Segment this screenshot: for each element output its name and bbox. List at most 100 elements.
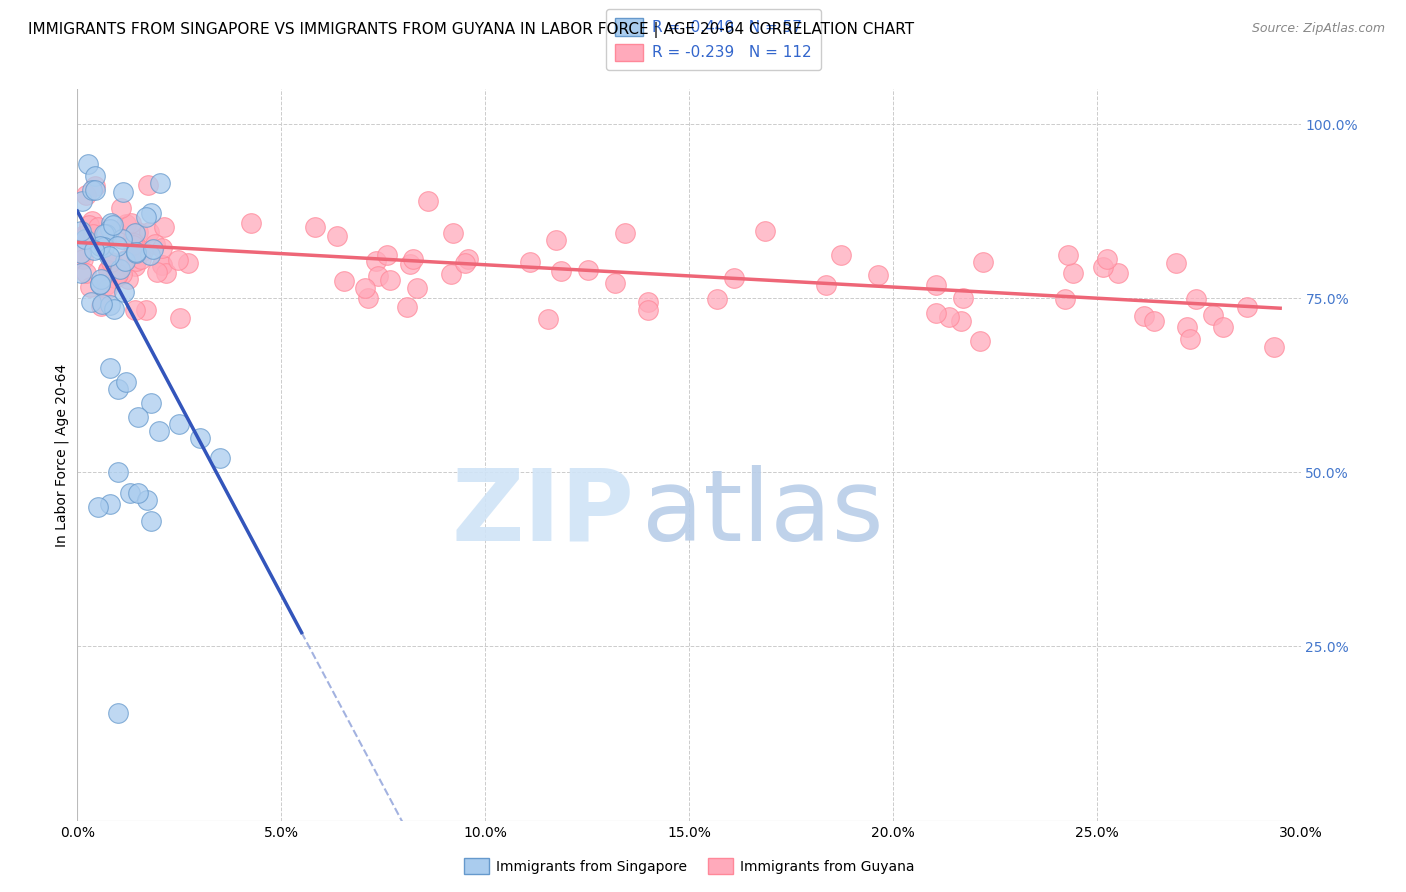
Point xyxy=(94,227,117,242)
Point xyxy=(239,216,262,230)
Point xyxy=(90,272,112,286)
Point xyxy=(89,239,111,253)
Point xyxy=(97,263,120,277)
Point xyxy=(969,334,991,348)
Point xyxy=(395,300,418,314)
Point xyxy=(124,226,146,240)
Point xyxy=(146,265,169,279)
Point xyxy=(93,227,115,241)
Point xyxy=(117,271,139,285)
Point xyxy=(1202,308,1225,322)
Point xyxy=(949,314,972,328)
Point xyxy=(93,240,115,254)
Point xyxy=(1263,340,1285,354)
Point xyxy=(149,176,172,190)
Point xyxy=(1212,319,1234,334)
Point xyxy=(80,183,103,197)
Point xyxy=(141,206,163,220)
Point xyxy=(103,301,125,316)
Point xyxy=(90,300,112,314)
Point xyxy=(70,224,93,238)
Point xyxy=(112,186,135,200)
Point xyxy=(441,226,464,240)
Point xyxy=(125,254,148,268)
Point xyxy=(83,243,105,257)
Point xyxy=(104,271,127,285)
Point xyxy=(1056,248,1078,262)
Point xyxy=(135,302,157,317)
Point xyxy=(97,262,120,277)
Point xyxy=(115,217,138,231)
Point xyxy=(405,281,427,295)
Point xyxy=(107,466,129,480)
Point xyxy=(107,382,129,396)
Point xyxy=(135,493,157,508)
Point xyxy=(830,248,852,262)
Point xyxy=(70,267,93,281)
Point xyxy=(169,310,191,325)
Point xyxy=(98,222,121,236)
Point xyxy=(550,264,572,278)
Point xyxy=(952,291,974,305)
Point xyxy=(1062,266,1084,280)
Point xyxy=(167,253,190,268)
Point xyxy=(1178,332,1201,346)
Point xyxy=(75,187,97,202)
Point xyxy=(127,409,149,424)
Point xyxy=(723,271,745,285)
Point xyxy=(100,255,122,269)
Point xyxy=(120,486,142,500)
Point xyxy=(1166,255,1188,269)
Point xyxy=(125,245,148,260)
Point xyxy=(70,246,93,260)
Point xyxy=(1236,301,1258,315)
Point xyxy=(90,297,112,311)
Point xyxy=(83,169,105,183)
Point xyxy=(70,249,93,263)
Point xyxy=(440,267,463,281)
Point xyxy=(87,242,110,256)
Point xyxy=(82,227,104,241)
Point xyxy=(89,277,111,291)
Legend: Immigrants from Singapore, Immigrants from Guyana: Immigrants from Singapore, Immigrants fr… xyxy=(458,853,920,880)
Point xyxy=(122,235,145,250)
Point xyxy=(89,277,111,291)
Point xyxy=(637,295,659,310)
Point xyxy=(637,302,659,317)
Point xyxy=(127,486,149,500)
Text: Source: ZipAtlas.com: Source: ZipAtlas.com xyxy=(1251,22,1385,36)
Point xyxy=(169,417,191,431)
Text: IMMIGRANTS FROM SINGAPORE VS IMMIGRANTS FROM GUYANA IN LABOR FORCE | AGE 20-64 C: IMMIGRANTS FROM SINGAPORE VS IMMIGRANTS … xyxy=(28,22,914,38)
Point xyxy=(70,194,93,208)
Point xyxy=(129,252,152,266)
Point xyxy=(155,266,177,280)
Point xyxy=(121,231,143,245)
Point xyxy=(868,268,890,283)
Point xyxy=(402,252,425,266)
Point xyxy=(94,277,117,292)
Point xyxy=(614,226,637,240)
Text: atlas: atlas xyxy=(643,465,884,562)
Point xyxy=(1091,260,1114,274)
Y-axis label: In Labor Force | Age 20-64: In Labor Force | Age 20-64 xyxy=(55,363,69,547)
Point xyxy=(416,194,439,208)
Point xyxy=(366,254,388,268)
Point xyxy=(83,179,105,194)
Point xyxy=(107,267,129,281)
Point xyxy=(925,305,948,319)
Point xyxy=(367,269,389,284)
Point xyxy=(150,258,173,272)
Point xyxy=(107,706,129,720)
Point xyxy=(148,424,170,438)
Point xyxy=(143,236,166,251)
Point xyxy=(94,232,117,246)
Point xyxy=(76,157,98,171)
Point xyxy=(152,219,174,234)
Point xyxy=(98,298,121,312)
Point xyxy=(79,279,101,293)
Point xyxy=(754,224,776,238)
Point xyxy=(75,266,97,280)
Point xyxy=(576,263,599,277)
Point xyxy=(124,259,146,273)
Point xyxy=(1185,292,1208,306)
